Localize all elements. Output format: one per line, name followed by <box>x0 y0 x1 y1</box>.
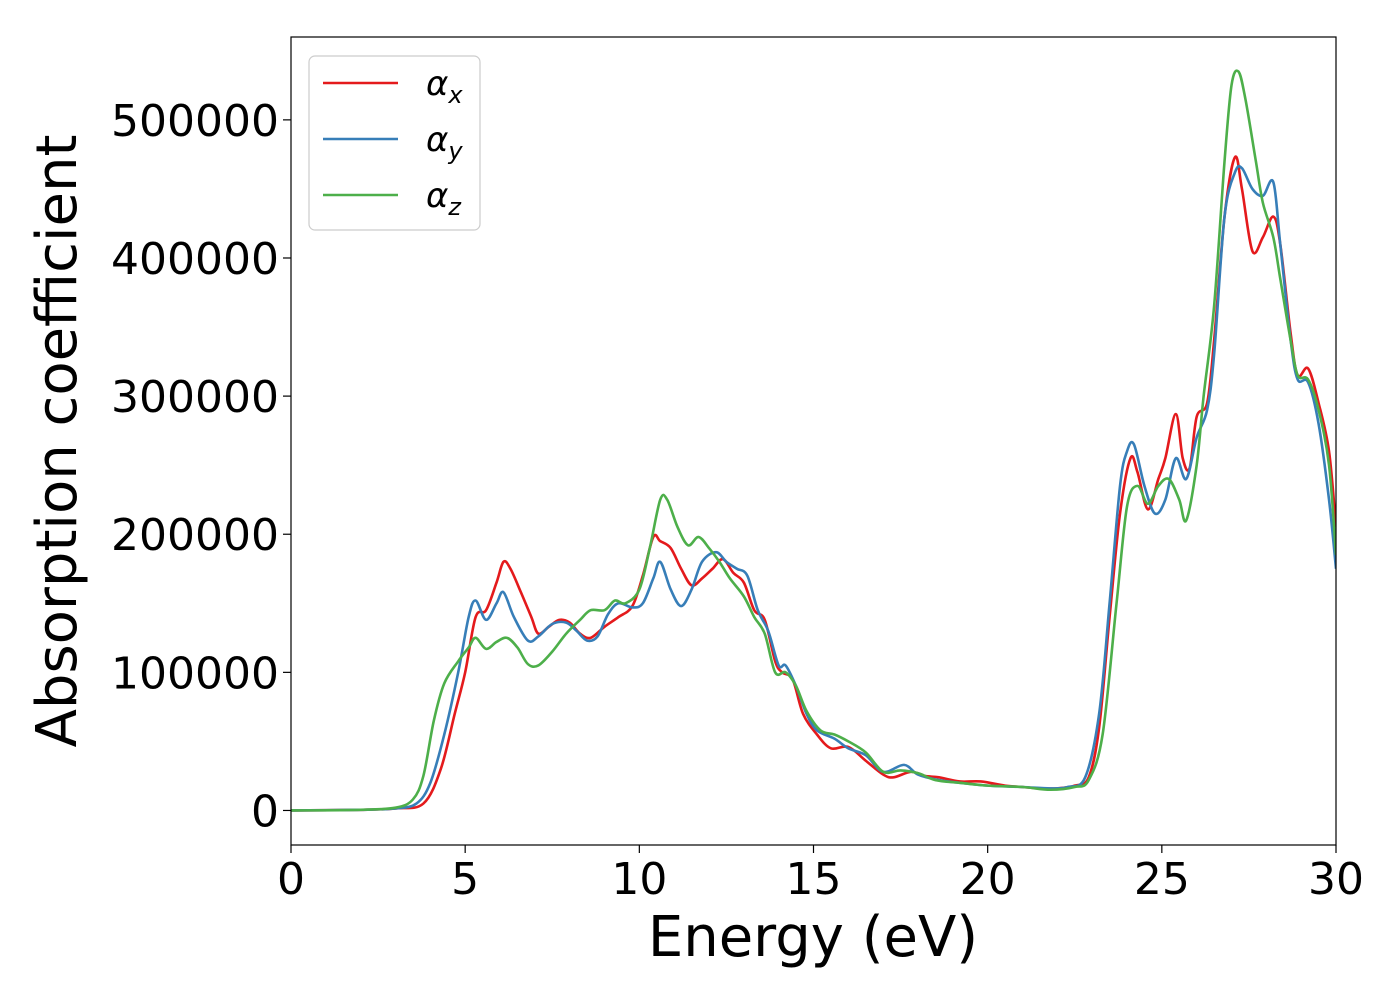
x-tick-label: 5 <box>451 854 479 905</box>
x-tick-label: 30 <box>1308 854 1364 905</box>
series-layer <box>291 69 1336 812</box>
x-tick-label: 25 <box>1134 854 1190 905</box>
series-line-z <box>291 69 1336 812</box>
x-tick-label: 20 <box>960 854 1016 905</box>
legend: αx αy αz <box>308 55 481 231</box>
y-axis-title: Absorption coefficient <box>25 135 90 748</box>
x-axis: 0 5 10 15 20 25 30 <box>277 845 1364 905</box>
legend-box <box>308 55 481 231</box>
series-line-x <box>291 155 1336 812</box>
y-tick-label: 100000 <box>111 648 279 699</box>
y-tick-label: 300000 <box>111 372 279 423</box>
y-tick-label: 200000 <box>111 510 279 561</box>
y-tick-label: 500000 <box>111 96 279 147</box>
x-tick-label: 15 <box>786 854 842 905</box>
y-tick-label: 0 <box>251 786 279 837</box>
legend-label-y: αy <box>426 120 463 165</box>
x-tick-label: 0 <box>277 854 305 905</box>
x-tick-label: 10 <box>611 854 667 905</box>
x-axis-title: Energy (eV) <box>648 905 978 970</box>
y-axis: 0 100000 200000 300000 400000 500000 <box>111 96 291 837</box>
series-line-y <box>291 164 1336 812</box>
legend-label-z: αz <box>426 176 462 221</box>
y-tick-label: 400000 <box>111 234 279 285</box>
legend-label-x: αx <box>426 64 463 109</box>
